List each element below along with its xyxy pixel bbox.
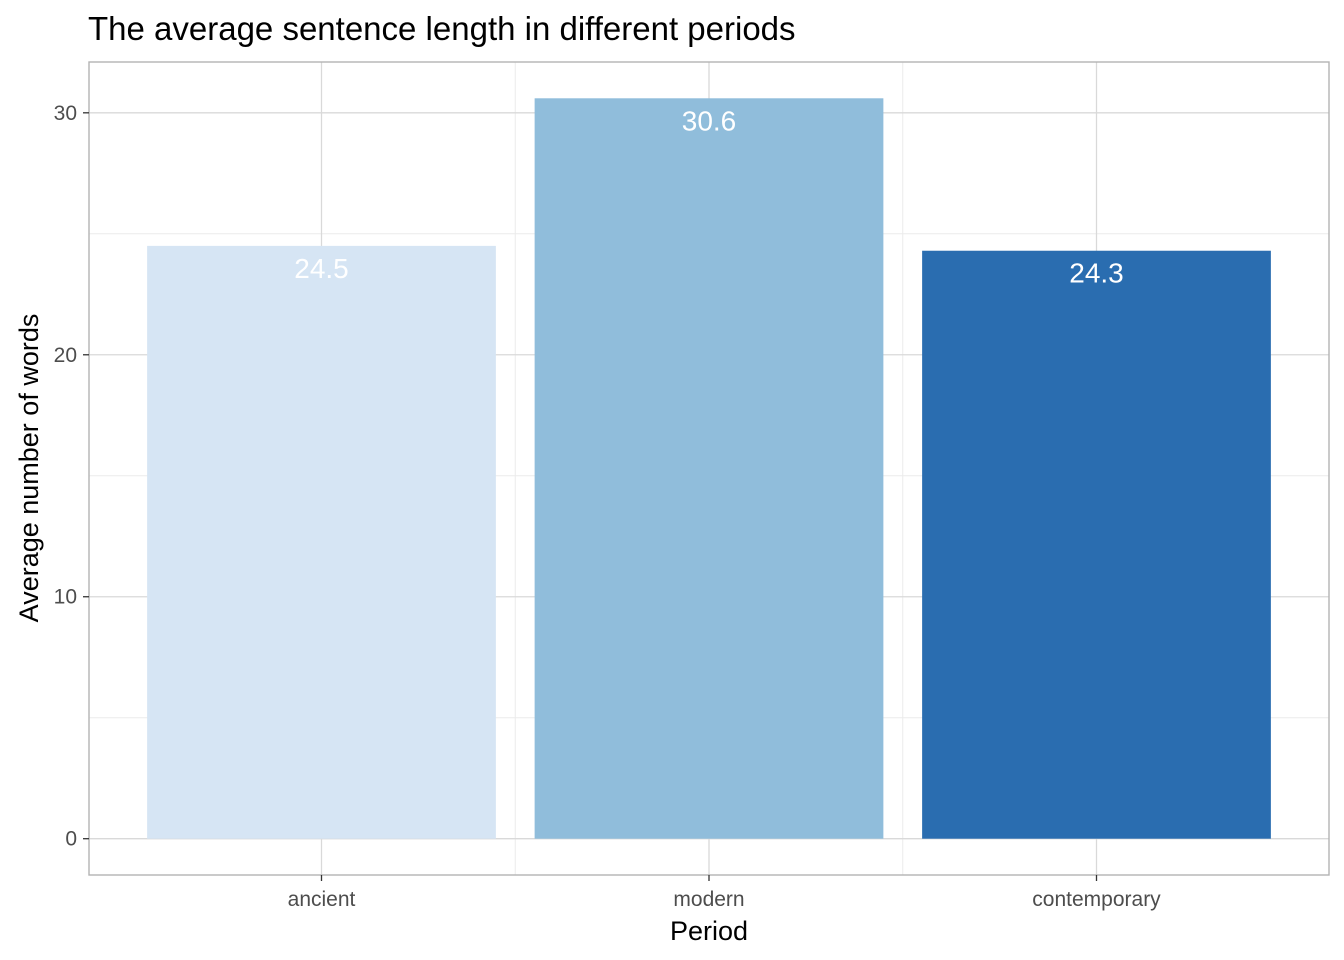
x-tick-label: modern xyxy=(673,888,744,911)
y-tick-label: 10 xyxy=(54,586,77,609)
bar-value-label-contemporary: 24.3 xyxy=(1069,258,1124,289)
bar-value-label-ancient: 24.5 xyxy=(294,253,349,284)
chart-title: The average sentence length in different… xyxy=(88,10,796,47)
x-tick-label: contemporary xyxy=(1032,888,1161,911)
bar-value-labels: 24.5 30.6 24.3 xyxy=(294,105,1124,288)
bar-value-label-modern: 30.6 xyxy=(682,105,737,136)
bar-contemporary xyxy=(922,250,1271,839)
x-axis: ancient modern contemporary xyxy=(288,875,1161,911)
y-tick-label: 20 xyxy=(54,344,77,367)
bar-ancient xyxy=(147,245,496,839)
y-tick-label: 30 xyxy=(54,102,77,125)
y-axis-title: Average number of words xyxy=(14,314,44,623)
bars-group xyxy=(147,98,1271,839)
y-axis: 0 10 20 30 xyxy=(54,102,89,851)
y-tick-label: 0 xyxy=(65,828,77,851)
x-axis-title: Period xyxy=(670,916,748,946)
x-tick-label: ancient xyxy=(288,888,356,911)
bar-modern xyxy=(534,98,884,839)
